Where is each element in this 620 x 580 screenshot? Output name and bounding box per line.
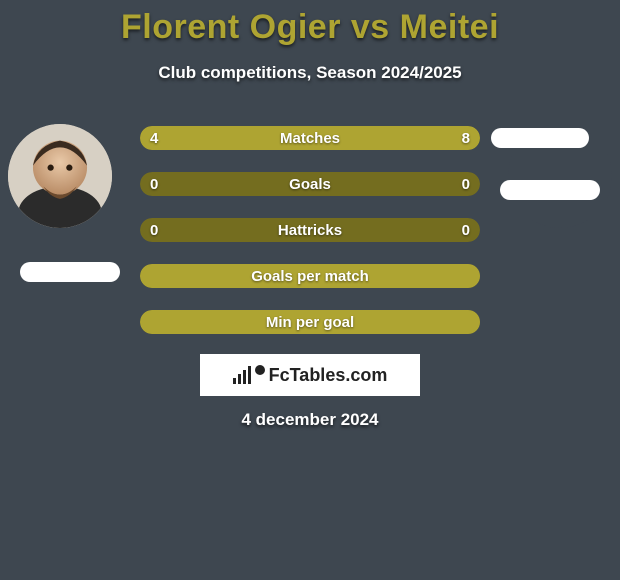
- stat-row: Goals per match: [140, 264, 480, 288]
- stat-value-left: 4: [150, 126, 178, 150]
- subtitle: Club competitions, Season 2024/2025: [0, 63, 620, 83]
- stat-value-right: 0: [442, 172, 470, 196]
- stat-row: Hattricks0 0: [140, 218, 480, 242]
- stat-value-right: 0: [442, 218, 470, 242]
- date-label: 4 december 2024: [0, 410, 620, 430]
- stat-label: Goals per match: [140, 264, 480, 288]
- fctables-logo: FcTables.com: [200, 354, 420, 396]
- stat-label: Hattricks: [140, 218, 480, 242]
- stats-table: Matches48Goals00Hattricks00Goals per mat…: [140, 126, 480, 334]
- player-left-name-pill: [20, 262, 120, 282]
- stat-row: Matches4 8: [140, 126, 480, 150]
- comparison-card: Florent Ogier vs Meitei Club competition…: [0, 0, 620, 580]
- page-title: Florent Ogier vs Meitei: [0, 0, 620, 47]
- logo-text: FcTables.com: [269, 365, 388, 386]
- stat-label: Min per goal: [140, 310, 480, 334]
- stat-row: Min per goal: [140, 310, 480, 334]
- logo-bars-icon: [233, 366, 251, 384]
- stat-value-left: 0: [150, 218, 178, 242]
- player-right-name-pill-2: [500, 180, 600, 200]
- stat-value-right: 8: [442, 126, 470, 150]
- stat-label: Goals: [140, 172, 480, 196]
- stat-value-left: 0: [150, 172, 178, 196]
- player-right-name-pill-1: [491, 128, 589, 148]
- logo-ball-icon: [255, 365, 265, 375]
- stat-label: Matches: [140, 126, 480, 150]
- stat-row: Goals0 0: [140, 172, 480, 196]
- avatar-left-image: [8, 124, 112, 228]
- player-left-avatar: [8, 124, 112, 228]
